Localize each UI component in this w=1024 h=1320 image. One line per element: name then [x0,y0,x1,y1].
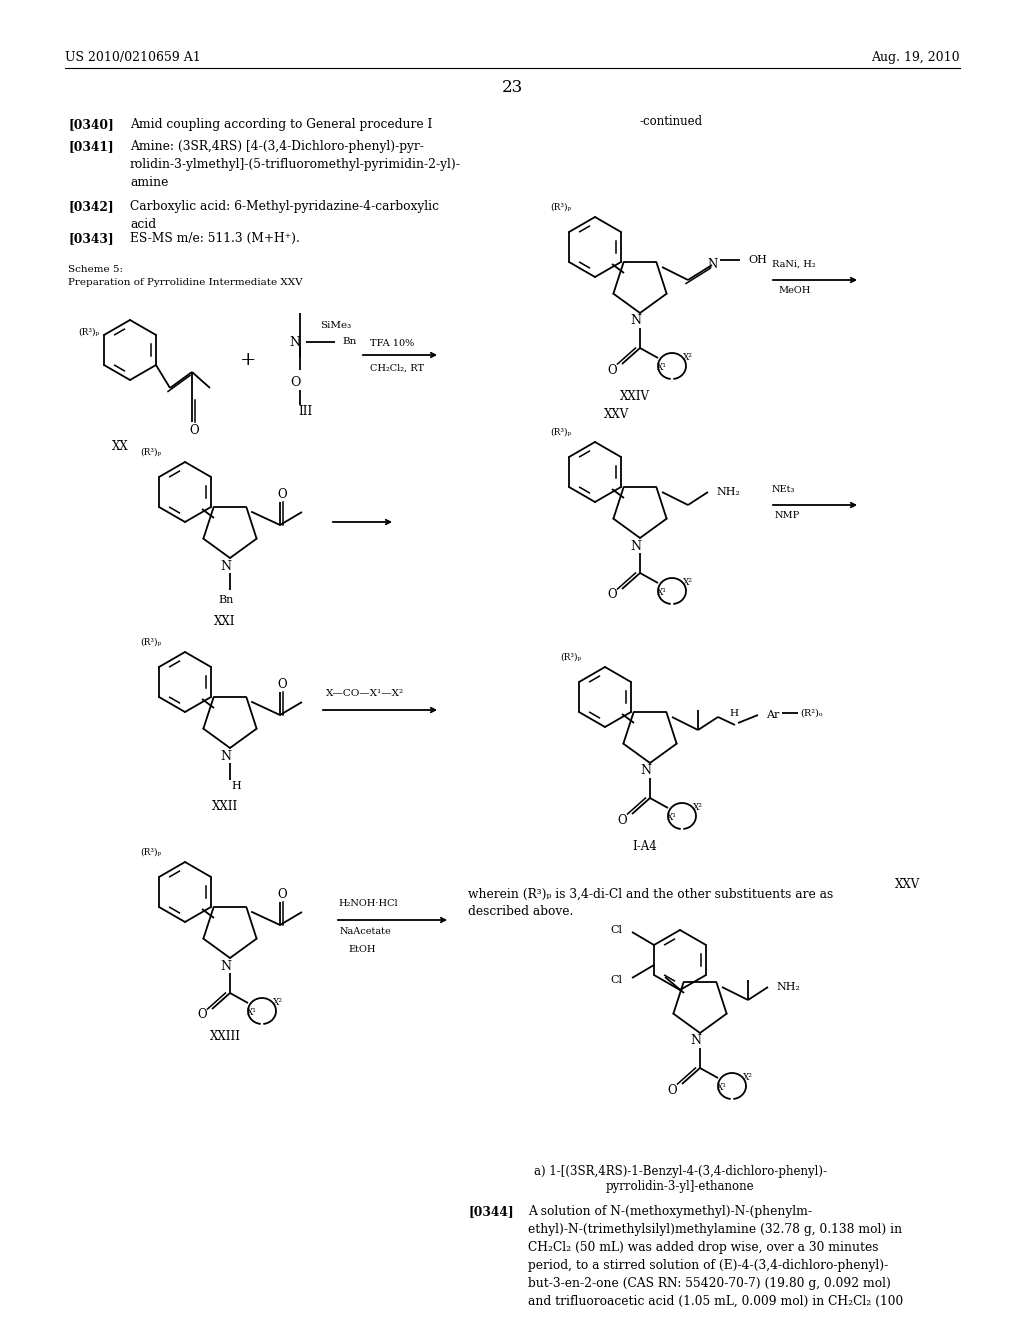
Text: NEt₃: NEt₃ [772,484,796,494]
Text: XXI: XXI [214,615,236,628]
Text: Cl: Cl [610,975,622,985]
Text: H: H [729,709,738,718]
Text: XXIV: XXIV [620,389,650,403]
Text: X²: X² [683,352,693,362]
Text: X¹: X¹ [657,587,667,597]
Text: XX: XX [112,440,128,453]
Text: O: O [278,887,287,900]
Text: (R³)ₚ: (R³)ₚ [550,428,571,437]
Text: NaAcetate: NaAcetate [340,927,392,936]
Text: +: + [240,351,256,370]
Text: (R³)ₚ: (R³)ₚ [78,327,99,337]
Text: Cl: Cl [610,925,622,935]
Text: TFA 10%: TFA 10% [370,338,415,347]
Text: (R³)ₚ: (R³)ₚ [140,847,161,857]
Text: O: O [278,487,287,500]
Text: O: O [278,677,287,690]
Text: XXV: XXV [895,878,920,891]
Text: N: N [220,560,231,573]
Text: X—CO—X¹—X²: X—CO—X¹—X² [326,689,404,698]
Text: I-A4: I-A4 [633,840,657,853]
Text: Preparation of Pyrrolidine Intermediate XXV: Preparation of Pyrrolidine Intermediate … [68,279,303,286]
Text: O: O [617,813,627,826]
Text: X¹: X¹ [717,1082,727,1092]
Text: A solution of N-(methoxymethyl)-N-(phenylm-
ethyl)-N-(trimethylsilyl)methylamine: A solution of N-(methoxymethyl)-N-(pheny… [528,1205,903,1308]
Text: [0343]: [0343] [68,232,114,246]
Text: [0344]: [0344] [468,1205,514,1218]
Text: N: N [220,960,231,973]
Text: MeOH: MeOH [778,286,810,294]
Text: O: O [189,424,199,437]
Text: ES-MS m/e: 511.3 (M+H⁺).: ES-MS m/e: 511.3 (M+H⁺). [130,232,300,246]
Text: EtOH: EtOH [348,945,376,954]
Text: Ar: Ar [766,710,779,719]
Text: X¹: X¹ [667,813,677,822]
Text: X¹: X¹ [657,363,667,372]
Text: described above.: described above. [468,906,573,917]
Text: O: O [198,1008,207,1022]
Text: (R³)ₚ: (R³)ₚ [560,653,582,663]
Text: NH₂: NH₂ [716,487,740,498]
Text: X²: X² [273,998,283,1007]
Text: O: O [607,589,616,602]
Text: X²: X² [743,1073,753,1082]
Text: (R³)ₚ: (R³)ₚ [140,638,161,647]
Text: N: N [690,1035,701,1048]
Text: N: N [631,540,641,553]
Text: OH: OH [748,255,767,265]
Text: XXIII: XXIII [210,1030,241,1043]
Text: N: N [220,750,231,763]
Text: [0340]: [0340] [68,117,114,131]
Text: (R²)ₒ: (R²)ₒ [800,709,822,718]
Text: NH₂: NH₂ [776,982,800,993]
Text: [0342]: [0342] [68,201,114,213]
Text: XXV: XXV [604,408,630,421]
Text: H: H [231,781,241,791]
Text: Bn: Bn [218,595,233,605]
Text: Bn: Bn [342,338,356,346]
Text: CH₂Cl₂, RT: CH₂Cl₂, RT [370,363,424,372]
Text: X²: X² [683,578,693,587]
Text: III: III [298,405,312,418]
Text: -continued: -continued [640,115,703,128]
Text: Scheme 5:: Scheme 5: [68,265,123,275]
Text: N: N [631,314,641,327]
Text: XXII: XXII [212,800,239,813]
Text: wherein (R³)ₚ is 3,4-di-Cl and the other substituents are as: wherein (R³)ₚ is 3,4-di-Cl and the other… [468,888,834,902]
Text: pyrrolidin-3-yl]-ethanone: pyrrolidin-3-yl]-ethanone [605,1180,755,1193]
Text: (R³)ₚ: (R³)ₚ [140,447,161,457]
Text: N: N [290,335,300,348]
Text: NMP: NMP [775,511,800,520]
Text: Amine: (3SR,4RS) [4-(3,4-Dichloro-phenyl)-pyr-
rolidin-3-ylmethyl]-(5-trifluorom: Amine: (3SR,4RS) [4-(3,4-Dichloro-phenyl… [130,140,461,189]
Text: N: N [640,764,651,777]
Text: N: N [708,259,718,272]
Text: (R³)ₚ: (R³)ₚ [550,203,571,213]
Text: SiMe₃: SiMe₃ [319,321,351,330]
Text: O: O [668,1084,677,1097]
Text: [0341]: [0341] [68,140,114,153]
Text: O: O [607,363,616,376]
Text: X²: X² [693,803,703,812]
Text: Carboxylic acid: 6-Methyl-pyridazine-4-carboxylic
acid: Carboxylic acid: 6-Methyl-pyridazine-4-c… [130,201,439,231]
Text: US 2010/0210659 A1: US 2010/0210659 A1 [65,51,201,65]
Text: 23: 23 [502,79,522,96]
Text: H₂NOH·HCl: H₂NOH·HCl [338,899,397,908]
Text: Aug. 19, 2010: Aug. 19, 2010 [871,51,961,65]
Text: a) 1-[(3SR,4RS)-1-Benzyl-4-(3,4-dichloro-phenyl)-: a) 1-[(3SR,4RS)-1-Benzyl-4-(3,4-dichloro… [534,1166,826,1177]
Text: Amid coupling according to General procedure I: Amid coupling according to General proce… [130,117,432,131]
Text: X¹: X¹ [247,1008,257,1016]
Text: O: O [290,376,300,389]
Text: RaNi, H₂: RaNi, H₂ [772,260,816,269]
